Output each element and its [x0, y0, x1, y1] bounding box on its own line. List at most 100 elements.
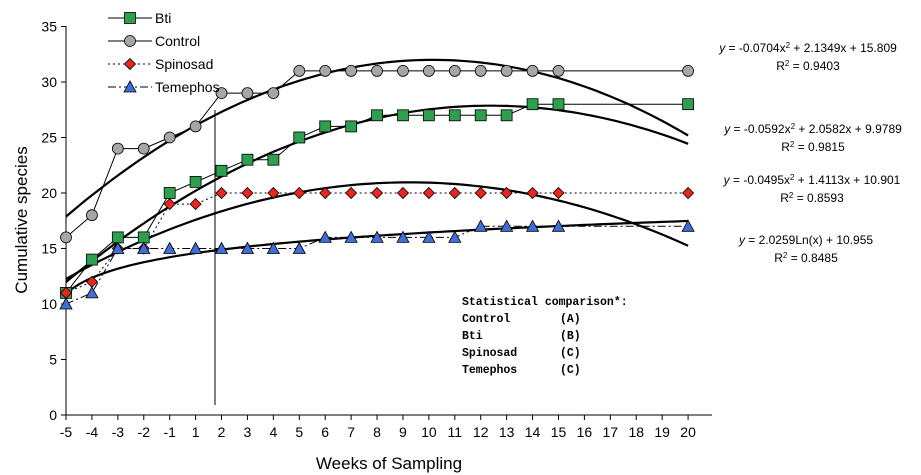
data-point-bti	[293, 131, 306, 144]
y-tick-label: 0	[49, 407, 57, 423]
data-point-temephos	[214, 241, 229, 254]
data-point-bti	[163, 187, 176, 199]
stat-group-temephos: (C)	[560, 364, 581, 377]
data-point-spinosad	[267, 186, 280, 200]
data-point-bti	[345, 120, 358, 133]
axes	[65, 26, 712, 416]
data-point-temephos	[681, 219, 695, 232]
x-tick-label: 4	[269, 424, 277, 440]
data-point-temephos	[59, 297, 73, 310]
r-squared-temephos: R2 = 0.8485	[774, 251, 838, 266]
y-tick-label: 10	[41, 296, 57, 312]
data-point-control	[267, 87, 280, 99]
x-tick-label: 19	[654, 424, 670, 440]
stat-label-control: Control	[462, 313, 510, 326]
data-point-control	[60, 231, 72, 244]
stat-group-bti: (B)	[560, 330, 581, 343]
data-point-temephos	[240, 241, 255, 254]
data-point-temephos	[499, 219, 514, 232]
data-point-control	[241, 87, 254, 99]
x-tick-label: 5	[295, 424, 303, 440]
data-point-control	[526, 65, 539, 77]
data-point-bti	[552, 98, 565, 111]
data-point-temephos	[85, 286, 99, 299]
data-point-temephos	[188, 241, 203, 254]
data-point-spinosad	[500, 186, 513, 200]
data-point-control	[474, 65, 487, 77]
y-tick-label: 20	[41, 185, 57, 201]
x-tick-label: 16	[577, 424, 593, 440]
x-ticks: -5 -4 -3 -2 -1 1 2 3 4 5 6 7 8 9 10 11 12 13 14 15 16 17 18 19 2…	[60, 415, 696, 440]
stat-group-control: (A)	[560, 313, 581, 326]
series-layer	[59, 65, 695, 310]
x-tick-label: 3	[244, 424, 252, 440]
trendline-spinosad	[65, 181, 689, 280]
data-point-bti	[397, 109, 409, 122]
data-point-bti	[137, 231, 150, 244]
data-point-temephos	[344, 230, 358, 243]
data-point-bti	[448, 109, 461, 122]
data-point-control	[448, 65, 461, 77]
y-ticks: 0 5 10 15 20 25 30 35	[41, 19, 66, 423]
x-tick-label: 8	[373, 424, 381, 440]
data-point-bti	[111, 231, 124, 244]
stat-label-spinosad: Spinosad	[462, 347, 517, 360]
stat-group-spinosad: (C)	[560, 347, 581, 360]
y-tick-label: 35	[41, 19, 57, 35]
data-point-temephos	[422, 230, 436, 243]
x-tick-label: 15	[551, 424, 567, 440]
x-tick-label: -2	[138, 424, 151, 440]
data-point-spinosad	[163, 198, 176, 211]
data-point-temephos	[551, 219, 566, 232]
data-point-bti	[241, 153, 254, 166]
legend-marker-control	[124, 35, 136, 47]
data-point-control	[319, 65, 332, 77]
y-axis-title: Cumulative species	[12, 146, 31, 293]
data-point-spinosad	[189, 198, 202, 211]
equation-control: y = -0.0704x2 + 2.1349x + 15.809	[718, 41, 897, 56]
y-tick-label: 30	[41, 74, 57, 90]
data-point-spinosad	[293, 186, 306, 200]
data-point-temephos	[525, 219, 540, 232]
x-tick-label: 14	[525, 424, 541, 440]
data-point-temephos	[292, 241, 306, 254]
data-point-temephos	[318, 230, 332, 243]
data-point-control	[293, 65, 306, 77]
x-tick-label: 1	[192, 424, 200, 440]
data-point-bti	[371, 109, 383, 122]
data-point-control	[500, 65, 513, 77]
data-point-bti	[682, 98, 694, 111]
data-point-spinosad	[682, 186, 695, 200]
x-tick-label: 12	[473, 424, 489, 440]
data-point-spinosad	[526, 186, 539, 200]
data-point-bti	[526, 98, 539, 111]
data-point-control	[371, 65, 383, 77]
x-tick-label: 20	[680, 424, 696, 440]
stat-label-temephos: Temephos	[462, 364, 517, 377]
legend-marker-bti	[124, 12, 136, 24]
data-point-control	[397, 65, 409, 77]
data-point-bti	[189, 175, 202, 188]
data-point-bti	[267, 153, 280, 166]
data-point-control	[163, 131, 176, 144]
x-tick-label: -3	[112, 424, 125, 440]
data-point-bti	[422, 109, 435, 122]
data-point-bti	[215, 164, 228, 177]
data-point-temephos	[448, 230, 462, 243]
data-point-control	[215, 87, 228, 99]
legend-marker-temephos	[123, 80, 137, 93]
equation-temephos: y = 2.0259Ln(x) + 10.955	[738, 233, 873, 247]
data-point-temephos	[396, 230, 410, 243]
data-point-control	[682, 65, 694, 77]
r-squared-spinosad: R2 = 0.8593	[780, 191, 844, 206]
r-squared-control: R2 = 0.9403	[776, 59, 840, 74]
stat-label-bti: Bti	[462, 330, 483, 343]
y-tick-label: 15	[41, 241, 57, 257]
x-axis-title: Weeks of Sampling	[316, 454, 462, 473]
data-point-temephos	[137, 241, 151, 254]
data-point-temephos	[370, 230, 384, 243]
data-point-bti	[319, 120, 332, 133]
data-point-control	[111, 142, 124, 155]
x-tick-label: 6	[321, 424, 329, 440]
